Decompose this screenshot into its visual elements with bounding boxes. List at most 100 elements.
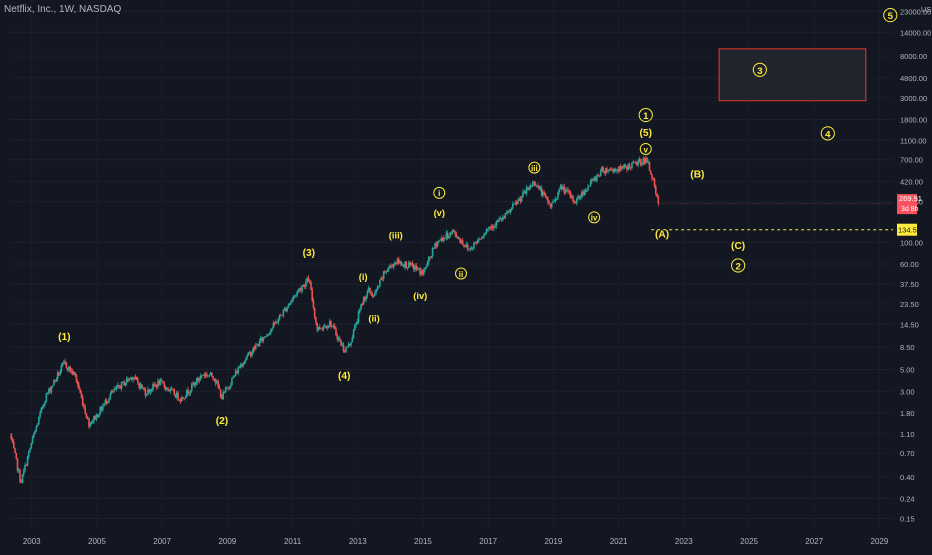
candle-body: [502, 216, 504, 221]
candle-body: [411, 263, 414, 266]
candle-body: [194, 382, 197, 385]
candle-body: [297, 289, 300, 292]
candle-body: [461, 240, 464, 245]
candle-body: [133, 378, 135, 379]
candle-body: [629, 167, 632, 168]
candle-body: [376, 287, 379, 290]
candle-body: [331, 326, 334, 327]
candle-body: [414, 265, 416, 270]
currency-label: USD: [921, 5, 932, 14]
candle-body: [300, 288, 302, 291]
candle-body: [74, 372, 77, 375]
candle-body: [449, 232, 451, 237]
candle-body: [56, 372, 59, 379]
candle-body: [142, 387, 144, 389]
x-tick-label: 2021: [610, 537, 628, 546]
candle-body: [473, 242, 475, 249]
candle-body: [539, 188, 542, 190]
candle-body: [444, 237, 446, 239]
candle-body: [623, 165, 626, 168]
candle-body: [404, 261, 406, 268]
candle-countdown: 3d 8h: [901, 206, 919, 213]
candle-body: [448, 236, 450, 239]
candle-body: [423, 269, 425, 275]
last-price-value: 269.91: [899, 194, 922, 203]
candle-body: [587, 186, 589, 191]
candle-body: [173, 389, 176, 396]
wave-label: ii: [459, 270, 463, 279]
candle-body: [290, 301, 292, 304]
candle-body: [252, 347, 255, 353]
candle-body: [407, 262, 410, 268]
candle-body: [117, 384, 119, 387]
candle-body: [552, 201, 554, 204]
candle-body: [374, 292, 376, 296]
candle-body: [631, 162, 633, 168]
candle-body: [184, 396, 187, 399]
candle-body: [100, 406, 103, 411]
candle-body: [416, 268, 419, 270]
candle-body: [532, 181, 534, 187]
candle-body: [534, 183, 537, 187]
x-tick-label: 2005: [88, 537, 106, 546]
candle-body: [167, 387, 169, 390]
candle-body: [581, 191, 583, 198]
candle-body: [613, 169, 616, 172]
candle-body: [340, 339, 342, 346]
candle-body: [291, 298, 293, 302]
candle-body: [163, 383, 166, 387]
candle-body: [219, 389, 222, 398]
candle-body: [239, 364, 242, 368]
candle-body: [336, 335, 339, 340]
candle-body: [636, 163, 638, 166]
last-price-badge: [897, 194, 917, 215]
candle-body: [41, 407, 44, 408]
wave-label: (5): [640, 128, 652, 139]
x-tick-label: 2011: [284, 537, 302, 546]
candle-body: [204, 373, 207, 376]
candle-body: [648, 162, 651, 171]
candle-body: [400, 261, 403, 266]
candle-body: [267, 334, 270, 335]
price-tick-label: 420.00: [900, 177, 923, 186]
candle-body: [293, 295, 296, 297]
candle-body: [70, 370, 73, 372]
candle-body: [429, 256, 431, 258]
candle-body: [85, 413, 88, 419]
x-tick-label: 2019: [544, 537, 562, 546]
candle-body: [537, 185, 539, 187]
candle-body: [503, 216, 505, 218]
candle-body: [155, 385, 158, 388]
candle-body: [618, 166, 621, 172]
candle-body: [271, 328, 273, 330]
candle-body: [391, 265, 394, 268]
candle-body: [288, 303, 291, 306]
candle-body: [500, 218, 503, 221]
candle-body: [509, 209, 512, 213]
x-axis[interactable]: 2003 2005 2007 2009 2011 2013 2015 2017 2019 2021…: [23, 537, 889, 546]
candle-body: [115, 386, 118, 389]
candle-body: [548, 202, 551, 205]
candle-body: [394, 262, 396, 264]
candle-body: [327, 325, 330, 328]
price-axis[interactable]: 23000.00 14000.00 8000.00 4800.00 3000.00 180…: [897, 5, 932, 524]
x-tick-label: 2009: [218, 537, 236, 546]
candle-body: [453, 230, 455, 232]
candle-body: [435, 243, 438, 247]
candle-body: [402, 264, 405, 268]
wave-label-circle: [528, 161, 541, 174]
candle-body: [140, 384, 143, 389]
candle-body: [364, 297, 366, 300]
candle-body: [381, 277, 384, 279]
candle-body: [474, 242, 477, 244]
candle-body: [372, 295, 375, 297]
candle-body: [138, 383, 140, 388]
price-tick-label: 3.00: [900, 387, 915, 396]
candle-body: [542, 191, 544, 196]
candle-body: [258, 340, 261, 346]
candle-body: [158, 381, 161, 385]
candle-body: [466, 244, 469, 250]
candle-body: [499, 218, 502, 220]
